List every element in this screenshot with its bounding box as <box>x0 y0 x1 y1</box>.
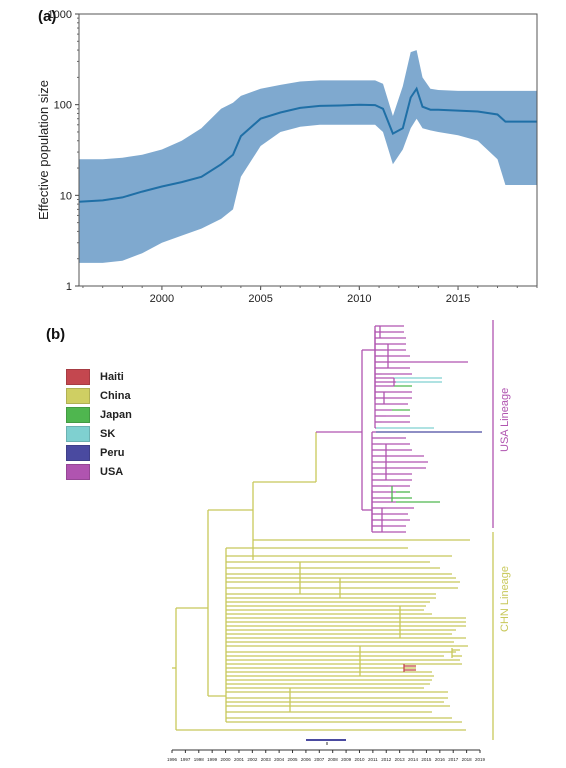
legend-swatch-china <box>66 387 90 404</box>
legend-label-peru: Peru <box>100 446 125 459</box>
legend-label-japan: Japan <box>100 408 132 421</box>
time-tick-label: 2016 <box>435 757 446 762</box>
time-tick-label: 2017 <box>448 757 459 762</box>
legend-label-usa: USA <box>100 465 124 478</box>
y-tick-label: 10 <box>60 190 72 202</box>
time-tick-label: 2005 <box>288 757 299 762</box>
legend-label-haiti: Haiti <box>100 370 124 383</box>
y-axis-label: Effective population size <box>36 80 51 220</box>
time-tick-label: 2015 <box>421 757 432 762</box>
legend-label-sk: SK <box>100 427 116 440</box>
time-tick-label: 2008 <box>328 757 339 762</box>
legend-swatch-usa <box>66 463 90 480</box>
chn-lineage-label: CHN Lineage <box>499 565 511 632</box>
time-tick-label: 2010 <box>354 757 365 762</box>
time-tick-label: 2000 <box>221 757 232 762</box>
legend-swatch-peru <box>66 444 90 461</box>
time-tick-label: 2011 <box>368 757 378 762</box>
time-tick-label: 2003 <box>261 757 272 762</box>
legend-item-sk: SK <box>66 424 132 443</box>
legend-item-usa: USA <box>66 462 132 481</box>
legend-item-japan: Japan <box>66 405 132 424</box>
panel-b-label: (b) <box>46 326 66 343</box>
x-tick-label: 2010 <box>347 293 371 305</box>
time-tick-label: 2019 <box>475 757 486 762</box>
hpd-band <box>79 50 537 263</box>
time-tick-label: 2002 <box>247 757 258 762</box>
tree-time-axis: 1996 1997 1998 1999 2000 2001 2002 2003 2004 2005… <box>167 739 486 762</box>
plot-frame <box>78 13 538 287</box>
time-tick-label: 2004 <box>274 757 285 762</box>
legend-item-china: China <box>66 386 132 405</box>
legend-swatch-sk <box>66 425 90 442</box>
legend-label-china: China <box>100 389 131 402</box>
time-tick-label: 2009 <box>341 757 352 762</box>
median-line <box>78 86 537 203</box>
y-tick-label: 1000 <box>48 9 72 21</box>
tree-legend: Haiti China Japan SK Peru USA <box>66 367 132 481</box>
legend-item-peru: Peru <box>66 443 132 462</box>
time-tick-label: 2018 <box>462 757 473 762</box>
time-tick-label: 2013 <box>395 757 406 762</box>
tree-branches <box>172 325 482 731</box>
legend-swatch-japan <box>66 406 90 423</box>
y-tick-label: 100 <box>54 100 72 112</box>
x-tick-label: 2005 <box>248 293 272 305</box>
time-tick-label: 2012 <box>381 757 392 762</box>
time-tick-label: 1999 <box>207 757 218 762</box>
time-tick-label: 1997 <box>180 757 191 762</box>
panel-a-label: (a) <box>38 8 57 25</box>
time-tick-label: 1998 <box>194 757 205 762</box>
y-tick-label: 1 <box>66 281 72 293</box>
time-tick-label: 2001 <box>234 757 245 762</box>
time-tick-label: 1996 <box>167 757 178 762</box>
population-size-chart: 1 10 100 1000 2000 2005 2010 2015 Effective popu… <box>36 9 538 305</box>
legend-swatch-haiti <box>66 368 90 385</box>
x-tick-label: 2015 <box>446 293 470 305</box>
legend-item-haiti: Haiti <box>66 367 132 386</box>
time-tick-label: 2007 <box>314 757 325 762</box>
x-tick-label: 2000 <box>150 293 174 305</box>
time-tick-label: 2014 <box>408 757 419 762</box>
usa-lineage-label: USA Lineage <box>499 387 511 452</box>
time-tick-label: 2006 <box>301 757 312 762</box>
